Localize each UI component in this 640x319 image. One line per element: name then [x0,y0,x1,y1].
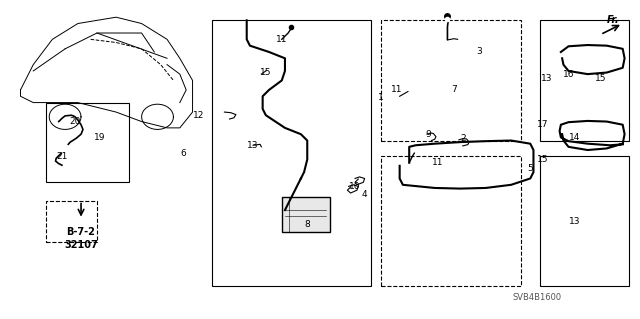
Text: 15: 15 [595,74,606,83]
Text: 11: 11 [432,158,444,167]
Text: 15: 15 [537,155,548,164]
Text: 13: 13 [540,74,552,83]
Text: 20: 20 [69,117,81,126]
Text: 2: 2 [461,134,466,144]
Bar [282,197,330,232]
Text: 5: 5 [527,165,533,174]
Text: 13: 13 [569,217,580,226]
Text: 6: 6 [180,149,186,158]
Text: 12: 12 [193,111,205,120]
Text: 11: 11 [276,35,287,44]
Text: 21: 21 [56,152,68,161]
Text: 9: 9 [426,130,431,139]
Text: 13: 13 [247,141,259,150]
Text: 14: 14 [569,133,580,142]
Text: 4: 4 [362,190,367,199]
Text: 19: 19 [95,133,106,142]
Text: 17: 17 [537,120,548,129]
Text: 3: 3 [476,48,482,56]
Text: 1: 1 [378,93,383,102]
Text: Fr.: Fr. [607,15,620,26]
Text: 32107: 32107 [64,240,98,250]
Text: B-7-2: B-7-2 [67,227,95,237]
Text: 16: 16 [563,70,574,78]
Text: 8: 8 [305,220,310,229]
Text: 10: 10 [349,182,361,191]
Text: 15: 15 [260,68,271,77]
Text: SVB4B1600: SVB4B1600 [512,293,561,301]
Text: 11: 11 [390,85,402,94]
Text: 7: 7 [451,85,457,94]
